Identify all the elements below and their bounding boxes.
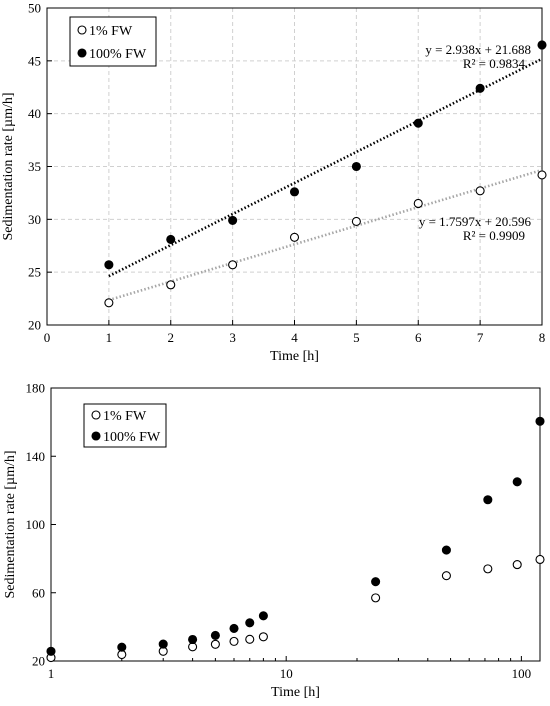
y-tick-label: 45 <box>28 53 41 68</box>
data-point-1pct <box>371 593 381 603</box>
y-tick-label: 20 <box>28 318 41 333</box>
y-tick-label: 140 <box>26 449 46 464</box>
data-point-100pct <box>483 495 493 505</box>
y-tick-label: 35 <box>28 159 41 174</box>
data-point-100pct <box>104 260 114 270</box>
legend-label: 1% FW <box>103 409 147 424</box>
x-axis-label: Time [h] <box>271 685 320 700</box>
y-axis-label: Sedimentation rate [µm/h] <box>3 450 18 598</box>
data-point-100pct <box>289 187 300 197</box>
data-point-100pct <box>371 577 381 587</box>
data-point-100pct <box>512 477 522 487</box>
data-point-100pct <box>413 118 423 128</box>
chart-log: 1 10 100 20 60 100 140 180 Time [h] Sedimentation… <box>3 381 545 700</box>
y-tick-label: 20 <box>32 654 45 669</box>
trendline-equation: y = 1.7597x + 20.596 <box>419 214 532 229</box>
data-point-1pct <box>289 232 300 242</box>
trendline-100pct <box>108 57 543 278</box>
trendline-r2: R² = 0.9834 <box>463 56 526 71</box>
legend-label: 100% FW <box>103 430 161 445</box>
y-axis-label: Sedimentation rate [µm/h] <box>1 92 16 240</box>
x-tick-label: 4 <box>291 330 298 345</box>
data-point-1pct <box>258 632 268 642</box>
y-tick-label: 60 <box>32 585 45 600</box>
legend-label: 100% FW <box>89 47 147 62</box>
data-point-1pct <box>483 564 493 574</box>
data-point-100pct <box>166 234 176 244</box>
data-point-100pct <box>210 630 220 640</box>
data-point-100pct <box>117 642 127 652</box>
data-point-1pct <box>537 170 547 180</box>
data-point-1pct <box>475 186 485 196</box>
trendline-1pct <box>108 168 543 302</box>
data-point-100pct <box>245 618 255 628</box>
legend-marker-100pct <box>91 431 101 441</box>
x-tick-label: 6 <box>415 330 422 345</box>
trendline-r2: R² = 0.9909 <box>463 228 525 243</box>
legend-marker-1pct <box>91 410 101 420</box>
x-tick-label: 0 <box>44 330 51 345</box>
data-point-1pct <box>413 198 423 209</box>
data-point-100pct <box>229 623 239 633</box>
legend-label: 1% FW <box>89 24 133 39</box>
y-tick-label: 100 <box>26 517 46 532</box>
x-tick-label: 1 <box>106 330 113 345</box>
data-point-1pct <box>441 571 451 581</box>
x-tick-label: 2 <box>168 330 175 345</box>
x-axis-label: Time [h] <box>270 349 319 364</box>
data-point-1pct <box>512 560 522 570</box>
data-point-1pct <box>228 260 238 270</box>
data-point-100pct <box>258 611 268 621</box>
x-tick-label: 3 <box>229 330 236 345</box>
data-point-1pct <box>535 554 545 565</box>
data-point-1pct <box>210 639 220 649</box>
data-point-1pct <box>104 298 114 308</box>
y-tick-label: 40 <box>28 106 41 121</box>
x-tick-label: 8 <box>539 330 546 345</box>
legend-marker-1pct <box>77 25 87 35</box>
data-point-100pct <box>475 83 485 93</box>
x-tick-label: 10 <box>280 666 293 681</box>
data-point-1pct <box>229 636 239 646</box>
trendline-equation: y = 2.938x + 21.688 <box>425 42 531 57</box>
y-tick-label: 25 <box>28 265 41 280</box>
data-point-100pct <box>158 639 168 649</box>
data-point-1pct <box>351 216 361 226</box>
x-tick-label: 7 <box>477 330 484 345</box>
data-point-1pct <box>245 634 255 644</box>
data-point-100pct <box>441 545 451 555</box>
x-tick-label: 1 <box>48 666 55 681</box>
data-point-100pct <box>228 215 238 225</box>
x-tick-label: 5 <box>353 330 360 345</box>
data-point-1pct <box>166 280 176 290</box>
data-point-100pct <box>351 161 361 172</box>
data-point-100pct <box>188 634 198 645</box>
legend-marker-100pct <box>77 48 87 58</box>
data-point-100pct <box>535 416 545 426</box>
y-tick-label: 50 <box>28 1 41 16</box>
y-tick-label: 30 <box>28 212 41 227</box>
data-point-100pct <box>46 646 56 656</box>
x-tick-label: 100 <box>512 666 532 681</box>
y-tick-label: 180 <box>26 381 46 396</box>
legend-box <box>69 16 157 67</box>
data-point-100pct <box>537 40 547 50</box>
